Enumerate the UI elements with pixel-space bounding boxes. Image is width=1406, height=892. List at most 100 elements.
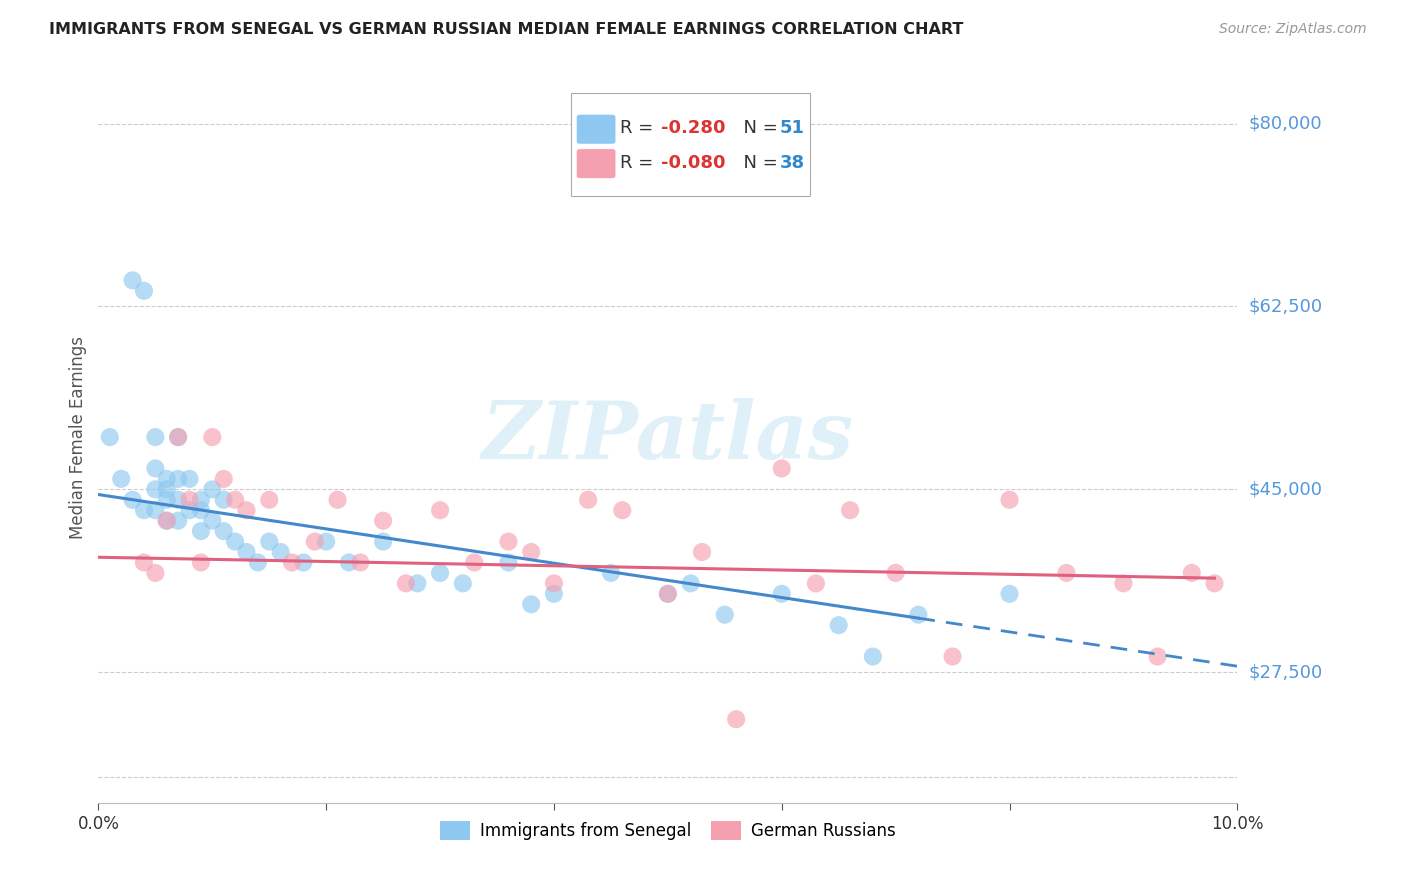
Point (657, 587, 679, 601)
Point (1181, 566, 1204, 580)
Point (1112, 576, 1135, 591)
Point (498, 534, 520, 549)
Point (259, 534, 281, 549)
Point (576, 492, 599, 507)
Point (259, 492, 281, 507)
FancyBboxPatch shape (576, 115, 616, 144)
Point (657, 587, 679, 601)
Point (156, 483, 179, 497)
Point (145, 461, 167, 475)
Point (1056, 566, 1078, 580)
Point (406, 576, 429, 591)
Text: $27,500: $27,500 (1249, 663, 1323, 681)
Point (520, 597, 543, 611)
Point (156, 514, 179, 528)
Text: $45,000: $45,000 (1249, 480, 1323, 499)
Point (201, 514, 224, 528)
Point (315, 534, 337, 549)
Point (463, 556, 485, 570)
Point (212, 524, 235, 538)
Point (395, 576, 418, 591)
Point (839, 503, 862, 517)
Text: N =: N = (731, 153, 783, 172)
Point (543, 576, 565, 591)
Point (543, 587, 565, 601)
Text: 51: 51 (779, 120, 804, 137)
Point (828, 618, 851, 632)
Point (725, 712, 748, 726)
Point (770, 587, 793, 601)
Text: R =: R = (620, 120, 659, 137)
Point (167, 514, 190, 528)
Text: $80,000: $80,000 (1249, 114, 1322, 133)
Point (770, 461, 793, 475)
Text: 38: 38 (779, 153, 804, 172)
Point (201, 483, 224, 497)
Point (121, 273, 143, 287)
Point (110, 472, 132, 486)
Point (235, 503, 257, 517)
FancyBboxPatch shape (576, 149, 616, 178)
Text: Source: ZipAtlas.com: Source: ZipAtlas.com (1219, 22, 1367, 37)
Point (212, 472, 235, 486)
Point (690, 545, 713, 559)
Point (337, 556, 360, 570)
Point (498, 556, 520, 570)
Point (156, 514, 179, 528)
Point (121, 492, 143, 507)
Point (612, 503, 634, 517)
Point (373, 514, 395, 528)
Point (998, 492, 1021, 507)
Text: N =: N = (731, 120, 783, 137)
Text: R =: R = (620, 153, 659, 172)
Point (167, 430, 190, 444)
Point (679, 576, 702, 591)
Point (167, 472, 190, 486)
Point (304, 534, 326, 549)
Point (190, 524, 212, 538)
Point (281, 556, 304, 570)
Point (132, 503, 155, 517)
Y-axis label: Median Female Earnings: Median Female Earnings (69, 335, 87, 539)
Point (270, 545, 292, 559)
Point (145, 503, 167, 517)
Point (1146, 649, 1168, 664)
Point (246, 556, 269, 570)
Point (429, 503, 451, 517)
Text: ZIPatlas: ZIPatlas (482, 399, 853, 475)
Point (179, 503, 201, 517)
Point (292, 556, 315, 570)
Point (884, 566, 907, 580)
Point (451, 576, 474, 591)
Point (224, 492, 246, 507)
Point (167, 492, 190, 507)
Point (235, 545, 257, 559)
Point (190, 492, 212, 507)
Point (190, 556, 212, 570)
Point (1204, 576, 1226, 591)
FancyBboxPatch shape (571, 94, 810, 195)
Point (145, 483, 167, 497)
Point (862, 649, 884, 664)
Point (520, 545, 543, 559)
Point (326, 492, 349, 507)
Text: IMMIGRANTS FROM SENEGAL VS GERMAN RUSSIAN MEDIAN FEMALE EARNINGS CORRELATION CHA: IMMIGRANTS FROM SENEGAL VS GERMAN RUSSIA… (49, 22, 963, 37)
Point (156, 472, 179, 486)
Legend: Immigrants from Senegal, German Russians: Immigrants from Senegal, German Russians (433, 814, 903, 847)
Point (156, 492, 179, 507)
Point (429, 566, 451, 580)
Point (98, 430, 121, 444)
Point (201, 430, 224, 444)
Point (179, 492, 201, 507)
Point (212, 492, 235, 507)
Point (942, 649, 965, 664)
Point (224, 534, 246, 549)
Point (132, 556, 155, 570)
Point (179, 472, 201, 486)
Text: -0.080: -0.080 (661, 153, 725, 172)
Point (714, 607, 737, 622)
Point (145, 430, 167, 444)
Point (167, 430, 190, 444)
Point (349, 556, 371, 570)
Text: $62,500: $62,500 (1249, 297, 1323, 316)
